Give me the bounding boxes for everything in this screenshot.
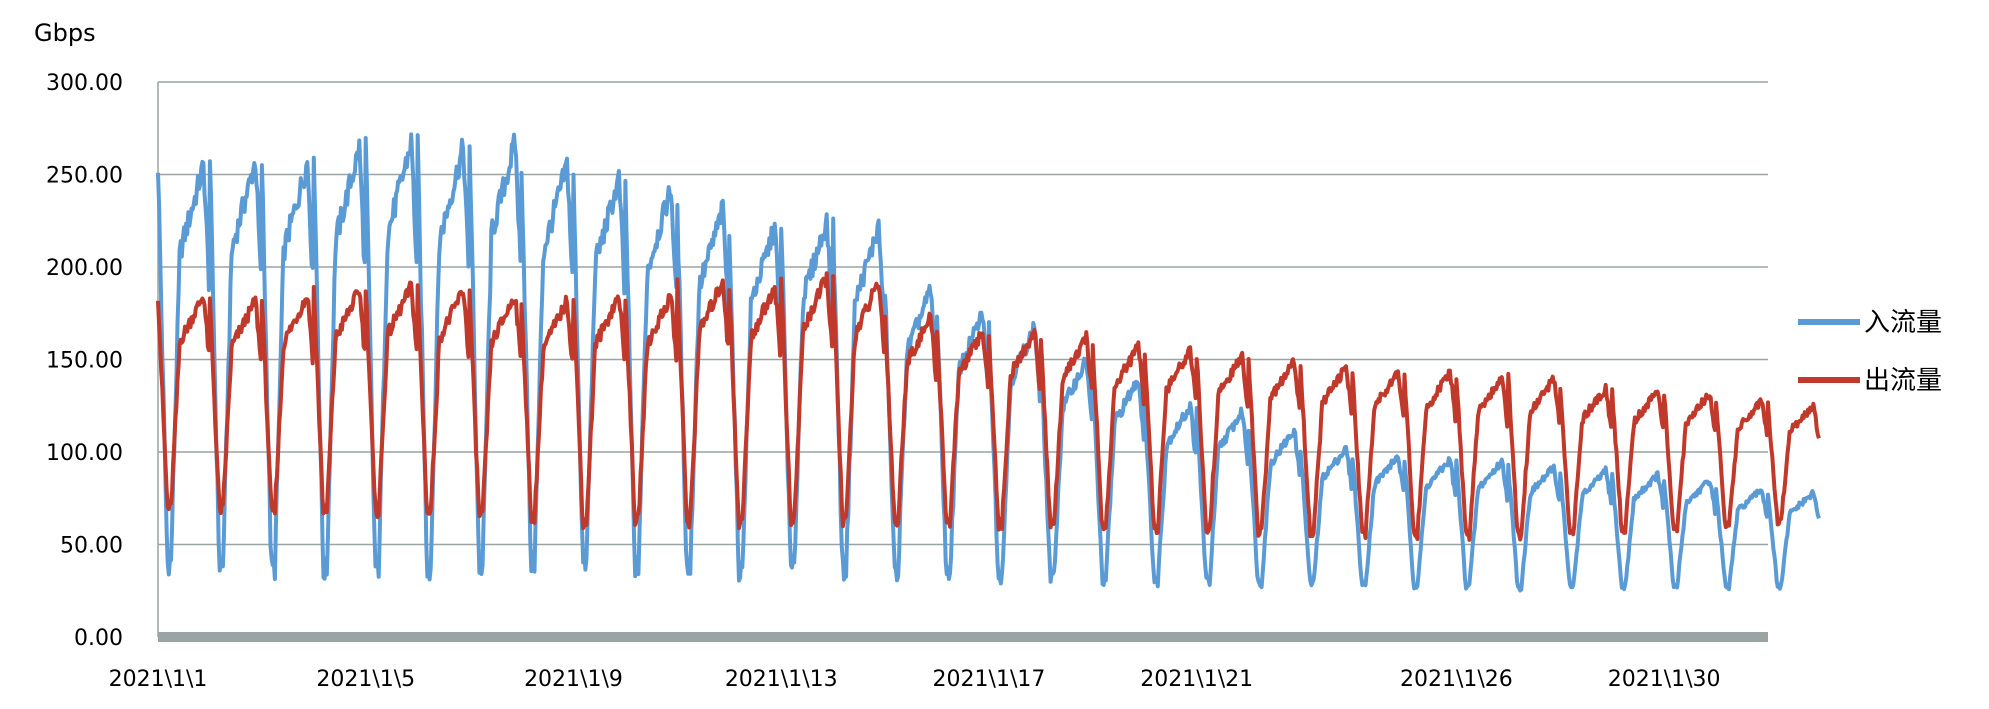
x-axis-line (158, 632, 1768, 642)
y-tick-label: 200.00 (46, 256, 123, 281)
x-tick-label: 2021\1\30 (1608, 667, 1721, 692)
y-tick-label: 150.00 (46, 349, 123, 374)
y-tick-labels: 0.00 50.00 100.00 150.00 200.00 250.00 300.00 (46, 71, 123, 651)
legend-label-in: 入流量 (1864, 308, 1942, 338)
series-lines (156, 132, 1821, 593)
y-axis-unit-label: Gbps (34, 19, 96, 47)
y-tick-label: 250.00 (46, 164, 123, 189)
x-tick-label: 2021\1\9 (524, 667, 623, 692)
y-tick-label: 50.00 (60, 534, 123, 559)
y-tick-label: 0.00 (74, 626, 123, 651)
y-tick-label: 100.00 (46, 441, 123, 466)
x-tick-label: 2021\1\1 (109, 667, 208, 692)
x-tick-label: 2021\1\17 (933, 667, 1046, 692)
x-tick-label: 2021\1\5 (316, 667, 415, 692)
x-tick-labels: 2021\1\1 2021\1\5 2021\1\9 2021\1\13 2021\1\… (109, 667, 1721, 692)
x-tick-label: 2021\1\26 (1400, 667, 1513, 692)
series-line-out (156, 271, 1821, 542)
x-tick-label: 2021\1\13 (725, 667, 838, 692)
grid-lines (157, 81, 1768, 642)
legend-label-out: 出流量 (1864, 366, 1942, 396)
y-tick-label: 300.00 (46, 71, 123, 96)
x-tick-label: 2021\1\21 (1140, 667, 1253, 692)
